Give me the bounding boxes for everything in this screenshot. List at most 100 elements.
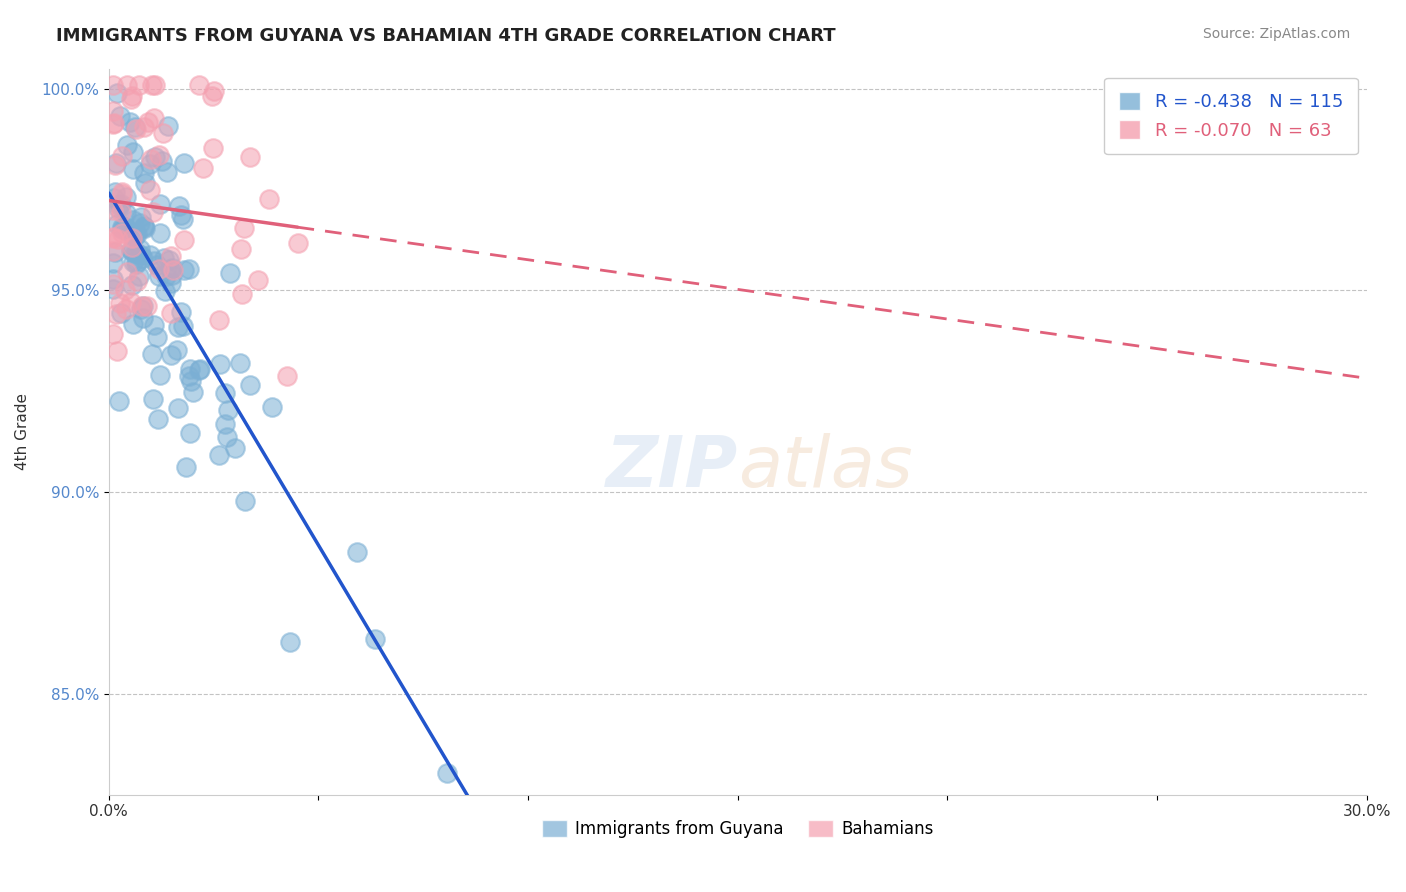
Point [143, 78, 166, 92]
Point [139, 247, 162, 261]
Point [201, 89, 224, 103]
Point [105, 87, 128, 101]
Point [155, 268, 177, 283]
Point [101, 326, 124, 341]
Point [180, 375, 202, 389]
Point [188, 362, 211, 376]
Point [107, 201, 129, 215]
Point [141, 78, 163, 93]
Point [143, 111, 166, 125]
Point [121, 278, 143, 293]
Point [111, 149, 134, 163]
Point [160, 268, 183, 283]
Point [188, 362, 211, 376]
Point [114, 220, 136, 235]
Point [141, 347, 163, 361]
Point [148, 411, 170, 425]
Point [125, 121, 148, 136]
Point [246, 273, 269, 287]
Point [346, 545, 368, 559]
Point [101, 282, 124, 296]
Point [124, 120, 146, 134]
Point [132, 310, 155, 325]
Point [169, 199, 191, 213]
Point [128, 242, 150, 256]
Point [208, 313, 231, 327]
Point [436, 766, 458, 780]
Point [215, 430, 238, 444]
Point [148, 148, 170, 162]
Point [167, 320, 190, 334]
Point [179, 262, 201, 277]
Point [101, 230, 124, 244]
Point [152, 126, 174, 140]
Point [104, 155, 127, 169]
Point [157, 119, 180, 133]
Point [111, 186, 134, 200]
Point [104, 158, 127, 172]
Point [208, 448, 231, 462]
Point [115, 206, 138, 220]
Point [101, 272, 124, 286]
Point [208, 357, 231, 371]
Point [136, 115, 159, 129]
Point [132, 219, 155, 233]
Point [143, 151, 166, 165]
Point [217, 403, 239, 417]
Text: ZIP: ZIP [606, 434, 738, 502]
Point [121, 239, 143, 253]
Point [134, 176, 156, 190]
Point [214, 385, 236, 400]
Point [120, 92, 142, 106]
Point [181, 385, 204, 400]
Point [139, 153, 162, 167]
Point [110, 306, 132, 320]
Y-axis label: 4th Grade: 4th Grade [15, 393, 30, 470]
Point [124, 227, 146, 241]
Point [160, 261, 183, 276]
Point [187, 78, 209, 92]
Point [142, 392, 165, 407]
Point [287, 235, 309, 250]
Point [145, 258, 167, 272]
Point [104, 307, 127, 321]
Point [179, 425, 201, 440]
Point [260, 401, 283, 415]
Point [111, 186, 134, 201]
Point [148, 269, 170, 284]
Point [115, 138, 138, 153]
Point [139, 157, 162, 171]
Point [129, 247, 152, 261]
Point [125, 245, 148, 260]
Point [201, 141, 224, 155]
Point [101, 231, 124, 245]
Point [149, 368, 172, 382]
Point [191, 161, 214, 175]
Point [114, 283, 136, 297]
Point [136, 299, 159, 313]
Point [121, 317, 143, 331]
Point [145, 329, 167, 343]
Point [115, 190, 138, 204]
Point [157, 252, 180, 267]
Point [101, 78, 124, 92]
Point [104, 244, 127, 259]
Point [233, 221, 256, 235]
Point [108, 296, 131, 310]
Point [121, 227, 143, 242]
Point [124, 245, 146, 260]
Point [107, 232, 129, 246]
Point [132, 120, 155, 134]
Text: Source: ZipAtlas.com: Source: ZipAtlas.com [1202, 27, 1350, 41]
Point [170, 208, 193, 222]
Point [129, 302, 152, 317]
Point [276, 368, 298, 383]
Point [125, 255, 148, 269]
Point [160, 306, 183, 320]
Point [170, 305, 193, 319]
Point [124, 229, 146, 244]
Point [134, 221, 156, 235]
Point [160, 276, 183, 290]
Point [104, 185, 127, 199]
Point [122, 254, 145, 268]
